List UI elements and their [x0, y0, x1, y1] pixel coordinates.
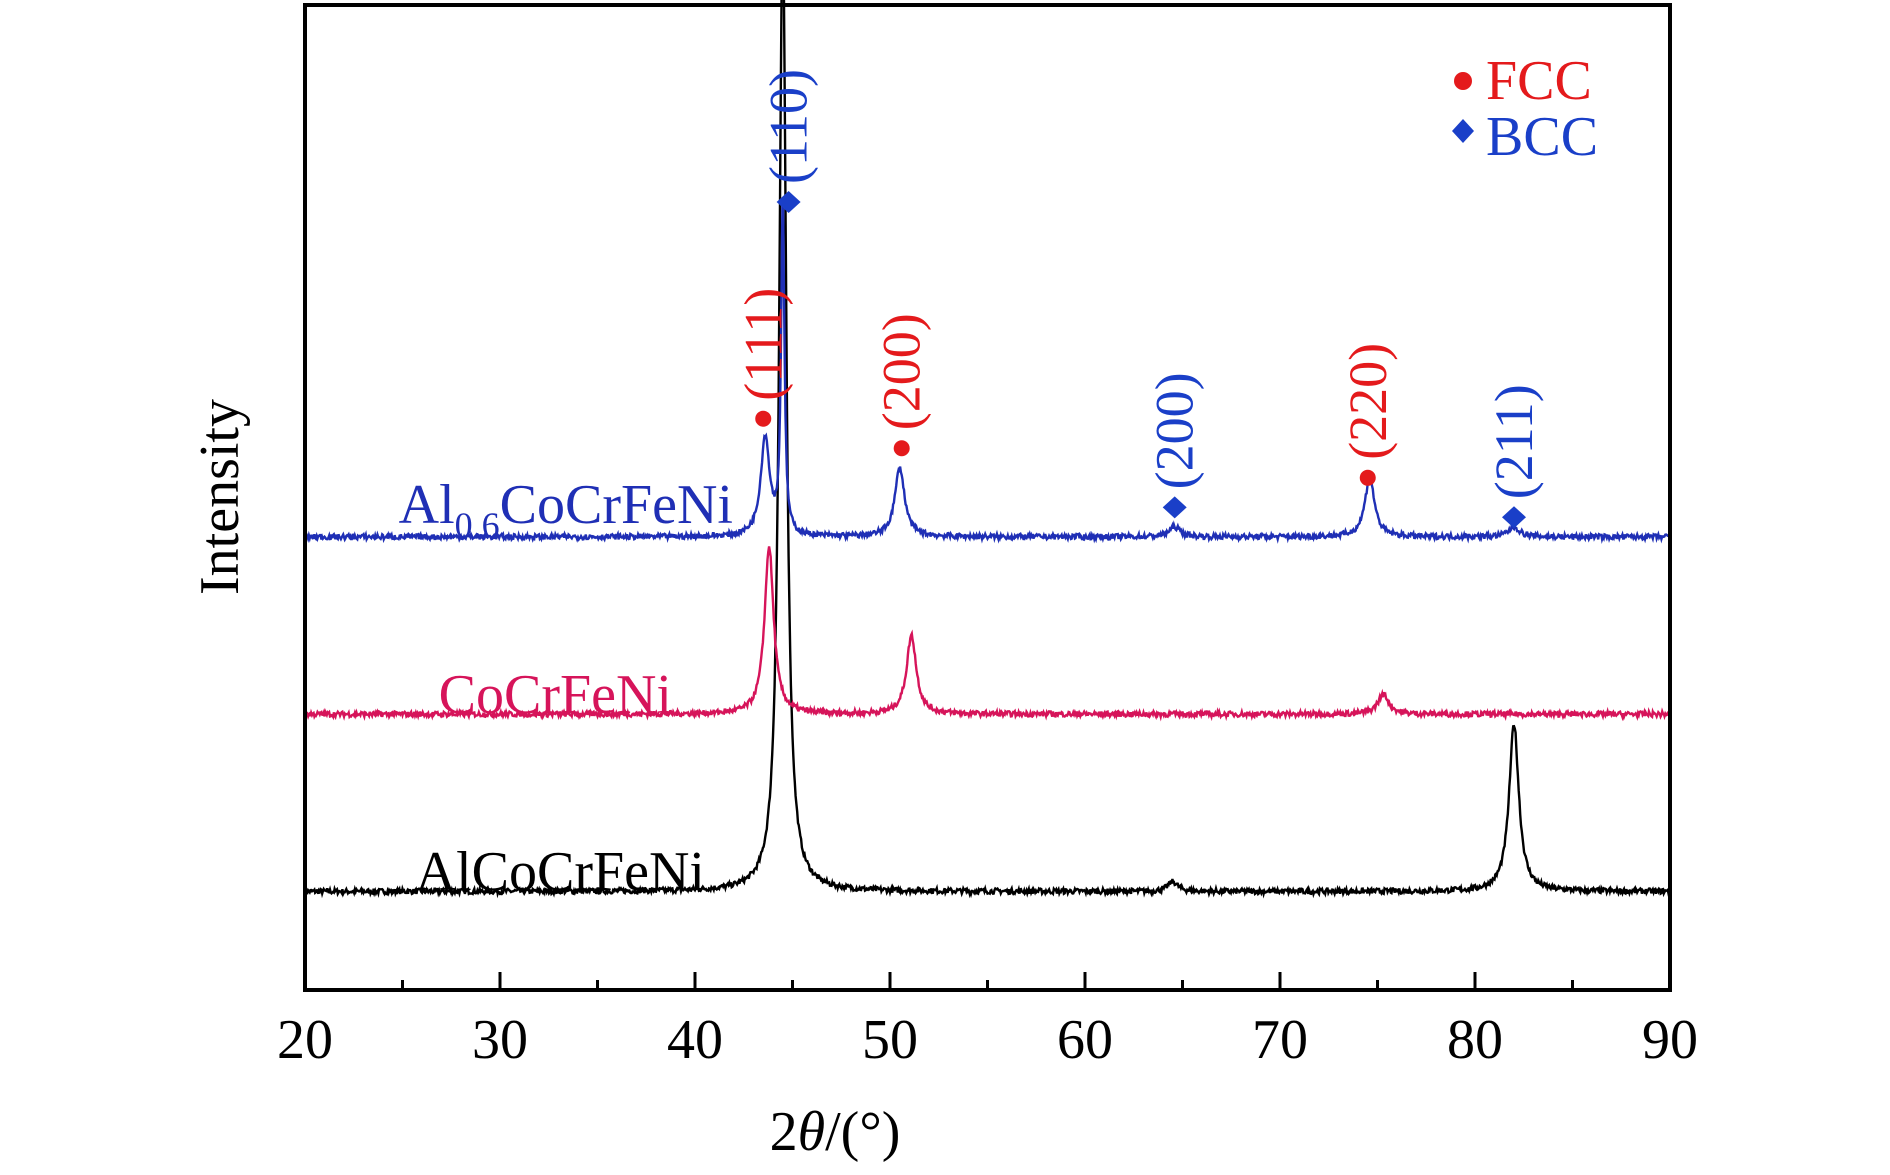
x-tick-label-50: 50 [862, 1009, 918, 1071]
x-tick-label-20: 20 [277, 1009, 333, 1071]
peak-label-bcc-110: (110) [759, 69, 819, 184]
peak-marker-bcc-110 [776, 191, 801, 213]
peak-label-bcc-211: (211) [1484, 384, 1544, 499]
x-tick-label-40: 40 [667, 1009, 723, 1071]
peak-label-fcc-220: (220) [1338, 343, 1398, 460]
legend: FCC BCC [1452, 50, 1598, 168]
x-tick-label-30: 30 [472, 1009, 528, 1071]
peak-label-bcc-200: (200) [1145, 372, 1205, 489]
peak-marker-fcc-111 [755, 410, 772, 427]
series-label-al06cocrfeni: Al0.6CoCrFeNi [399, 474, 733, 545]
series-label-alcocrfeni: AlCoCrFeNi [416, 841, 705, 903]
sample-labels: AlCoCrFeNi CoCrFeNi Al0.6CoCrFeNi [399, 474, 733, 903]
series-label-rest: CoCrFeNi [500, 474, 733, 536]
y-axis-title: Intensity [189, 399, 251, 595]
x-axis-title-prefix: 2 [770, 1101, 798, 1163]
x-tick-label-70: 70 [1252, 1009, 1308, 1071]
x-axis-title: 2θ/(°) [770, 1101, 901, 1163]
peak-label-fcc-200: (200) [872, 313, 932, 430]
legend-marker-fcc [1454, 72, 1472, 90]
legend-label-bcc: BCC [1486, 106, 1598, 168]
series-label-al-part: Al [399, 474, 455, 536]
x-tick-label-90: 90 [1642, 1009, 1698, 1071]
series-label-subscript: 0.6 [455, 505, 500, 545]
series-line-alcocrfeni [303, 0, 1671, 899]
x-axis-title-theta: θ [798, 1101, 826, 1163]
x-axis-title-suffix: /(°) [825, 1101, 900, 1163]
legend-label-fcc: FCC [1486, 50, 1592, 112]
series-layer [303, 0, 1671, 899]
series-line-cocrfeni [303, 546, 1671, 722]
peak-marker-bcc-200 [1162, 496, 1187, 519]
legend-marker-bcc [1452, 119, 1474, 143]
peak-marker-fcc-200 [893, 440, 910, 457]
annotation-layer: (111) (110) (200) (200) (220) (211) [733, 69, 1544, 529]
x-tick-label-80: 80 [1447, 1009, 1503, 1071]
series-label-cocrfeni: CoCrFeNi [439, 664, 672, 726]
series-line-al0-6cocrfeni [303, 205, 1671, 545]
peak-marker-bcc-211 [1502, 506, 1526, 529]
peak-marker-fcc-220 [1359, 469, 1376, 486]
axis-titles: 2θ/(°) Intensity [189, 399, 900, 1163]
x-tick-label-60: 60 [1057, 1009, 1113, 1071]
peak-label-fcc-111: (111) [733, 288, 793, 401]
axis-layer: 20 30 40 50 60 70 80 90 [277, 3, 1698, 1071]
